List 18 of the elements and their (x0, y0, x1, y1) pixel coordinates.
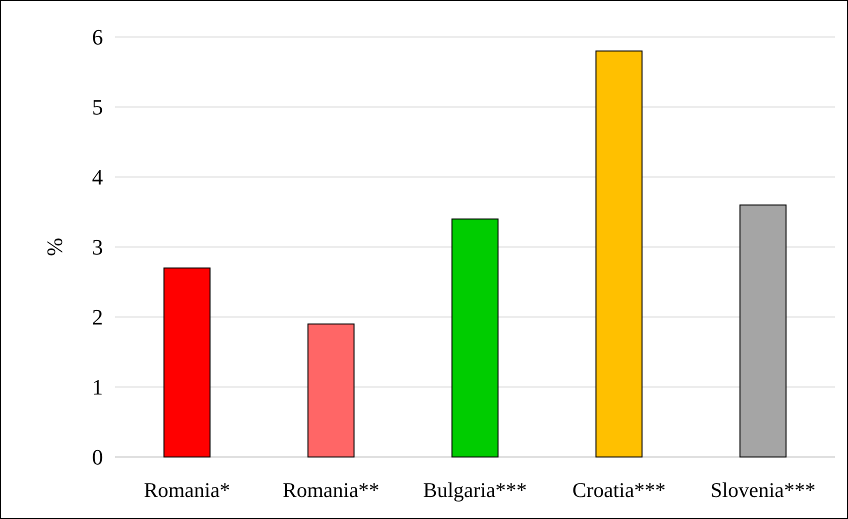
bar (451, 218, 499, 458)
y-tick-label: 1 (92, 374, 103, 400)
bar (739, 204, 787, 458)
bar (163, 268, 211, 458)
x-tick-label: Bulgaria*** (423, 478, 527, 502)
x-tick-label: Romania* (144, 478, 230, 502)
y-tick-label: 4 (92, 164, 103, 190)
x-tick-label: Slovenia*** (710, 478, 816, 502)
x-tick-label: Romania** (282, 478, 380, 502)
y-tick-label: 3 (92, 234, 103, 260)
y-tick-label: 2 (92, 304, 103, 330)
y-axis-title: % (42, 238, 67, 256)
bar (595, 50, 643, 458)
y-tick-label: 5 (92, 94, 103, 120)
x-tick-label: Croatia*** (572, 478, 666, 502)
y-tick-label: 6 (92, 24, 103, 50)
y-tick-label: 0 (92, 444, 103, 470)
bar (307, 324, 355, 458)
